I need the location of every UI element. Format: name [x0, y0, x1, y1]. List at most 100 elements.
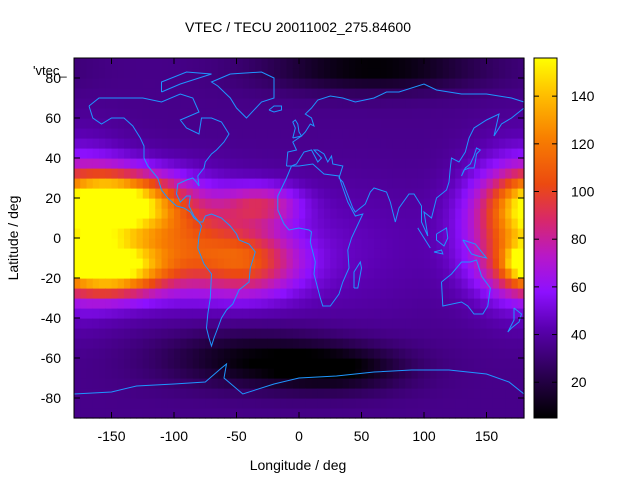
heatmap-cell [361, 408, 369, 419]
heatmap-cell [130, 368, 138, 379]
heatmap-cell [105, 68, 113, 79]
heatmap-cell [299, 368, 306, 379]
heatmap-cell [217, 158, 225, 169]
heatmap-cell [342, 278, 350, 289]
heatmap-cell [511, 328, 519, 339]
heatmap-cell [449, 128, 456, 139]
heatmap-cell [267, 318, 275, 329]
heatmap-cell [105, 208, 113, 219]
heatmap-cell [442, 288, 450, 299]
heatmap-cell [292, 388, 300, 399]
heatmap-cell [324, 268, 331, 279]
heatmap-cell [399, 378, 406, 389]
heatmap-cell [367, 368, 375, 379]
heatmap-cell [92, 108, 100, 119]
heatmap-cell [336, 78, 344, 89]
heatmap-cell [461, 208, 469, 219]
heatmap-cell [180, 218, 188, 229]
heatmap-cell [255, 318, 263, 329]
heatmap-cell [336, 118, 344, 129]
heatmap-cell [392, 198, 400, 209]
heatmap-cell [74, 128, 81, 139]
heatmap-cell [211, 98, 219, 109]
heatmap-cell [74, 118, 81, 129]
heatmap-cell [349, 258, 356, 269]
heatmap-cell [117, 208, 125, 219]
heatmap-cell [417, 118, 425, 129]
heatmap-cell [161, 368, 169, 379]
heatmap-cell [136, 208, 144, 219]
heatmap-cell [411, 228, 419, 239]
heatmap-cell [192, 208, 200, 219]
heatmap-cell [161, 408, 169, 419]
heatmap-cell [286, 128, 294, 139]
heatmap-cell [92, 378, 100, 389]
heatmap-cell [199, 388, 206, 399]
heatmap-cell [199, 358, 206, 369]
heatmap-cell [149, 88, 156, 99]
heatmap-cell [474, 328, 481, 339]
heatmap-cell [461, 298, 469, 309]
heatmap-cell [186, 78, 194, 89]
heatmap-cell [236, 408, 244, 419]
heatmap-cell [224, 178, 231, 189]
heatmap-cell [99, 238, 106, 249]
heatmap-cell [161, 238, 169, 249]
heatmap-cell [311, 78, 319, 89]
heatmap-cell [399, 278, 406, 289]
heatmap-cell [217, 338, 225, 349]
heatmap-cell [486, 78, 494, 89]
heatmap-cell [505, 198, 513, 209]
heatmap-cell [505, 98, 513, 109]
heatmap-cell [267, 208, 275, 219]
heatmap-cell [111, 78, 119, 89]
heatmap-cell [311, 228, 319, 239]
heatmap-cell [86, 358, 94, 369]
heatmap-cell [261, 278, 269, 289]
heatmap-cell [224, 298, 231, 309]
heatmap-cell [492, 268, 500, 279]
heatmap-cell [361, 318, 369, 329]
heatmap-cell [86, 198, 94, 209]
heatmap-cell [292, 58, 300, 69]
heatmap-cell [405, 278, 413, 289]
heatmap-cell [492, 198, 500, 209]
heatmap-cell [305, 288, 313, 299]
heatmap-cell [311, 178, 319, 189]
heatmap-cell [274, 288, 281, 299]
heatmap-cell [342, 258, 350, 269]
heatmap-cell [392, 208, 400, 219]
heatmap-cell [455, 198, 463, 209]
heatmap-cell [399, 88, 406, 99]
heatmap-cell [374, 218, 381, 229]
heatmap-cell [280, 98, 288, 109]
heatmap-cell [467, 178, 475, 189]
heatmap-cell [111, 98, 119, 109]
heatmap-cell [349, 208, 356, 219]
heatmap-cell [74, 338, 81, 349]
heatmap-cell [417, 358, 425, 369]
heatmap-cell [355, 338, 363, 349]
heatmap-cell [292, 318, 300, 329]
heatmap-cell [517, 218, 525, 229]
heatmap-cell [174, 188, 181, 199]
heatmap-cell [186, 148, 194, 159]
heatmap-cell [499, 58, 506, 69]
heatmap-cell [336, 328, 344, 339]
heatmap-cell [130, 158, 138, 169]
heatmap-cell [155, 358, 163, 369]
heatmap-cell [411, 138, 419, 149]
heatmap-cell [117, 58, 125, 69]
heatmap-cell [111, 118, 119, 129]
heatmap-cell [511, 238, 519, 249]
heatmap-cell [305, 408, 313, 419]
heatmap-cell [74, 318, 81, 329]
heatmap-cell [199, 78, 206, 89]
heatmap-cell [492, 348, 500, 359]
heatmap-cell [480, 218, 488, 229]
heatmap-cell [330, 158, 338, 169]
heatmap-cell [449, 158, 456, 169]
heatmap-cell [386, 168, 394, 179]
